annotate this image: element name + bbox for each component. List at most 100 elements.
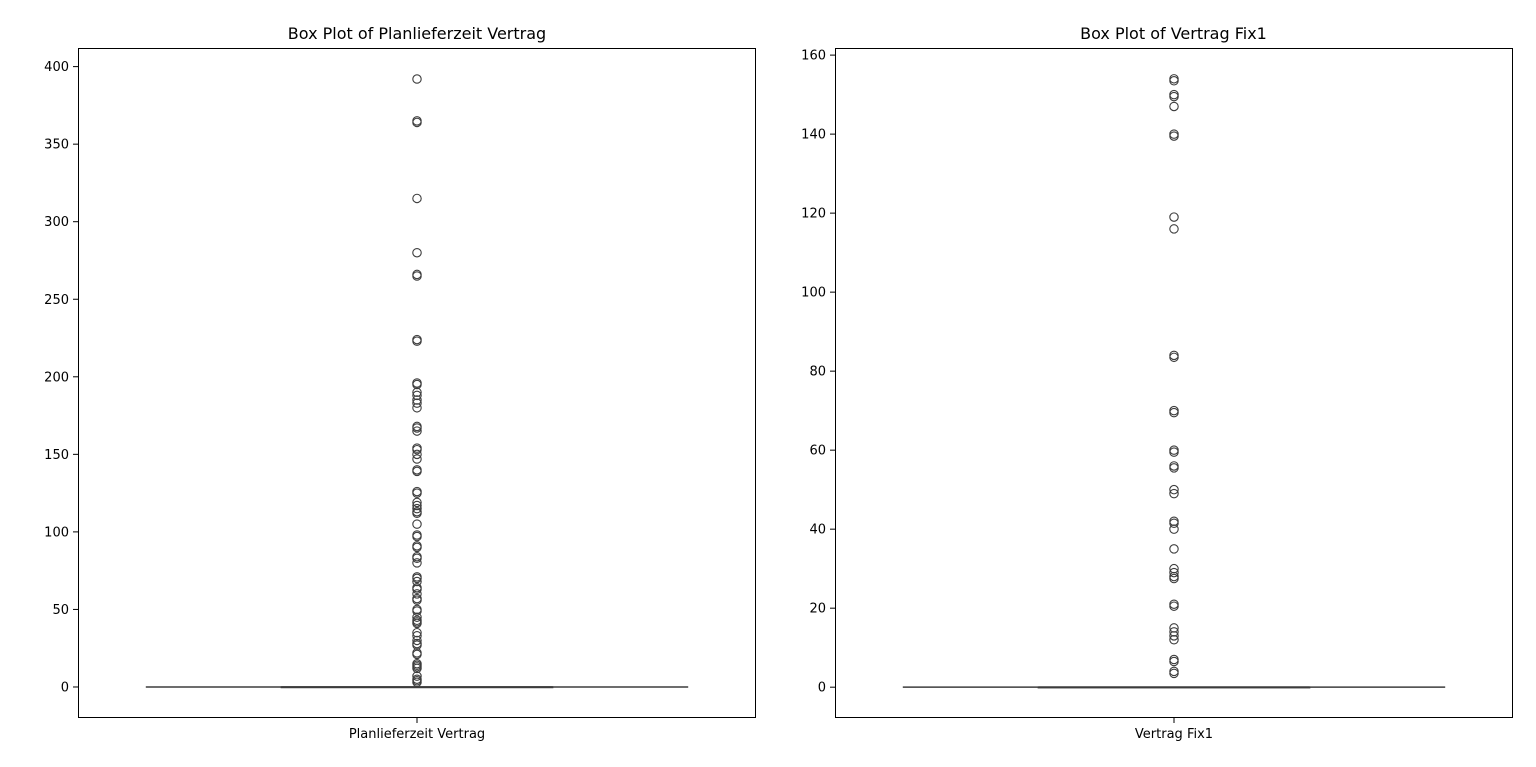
chart-left-outlier-point: [412, 649, 422, 660]
chart-right-outlier-point: [1169, 488, 1179, 499]
chart-left-x-tick-label: Planlieferzeit Vertrag: [349, 727, 485, 742]
chart-left-outlier-point: [412, 595, 422, 605]
chart-left-outlier-point: [412, 500, 422, 511]
chart-left-outlier-point: [412, 584, 422, 595]
chart-left-outlier-point: [412, 395, 422, 405]
chart-left-outlier-point: [412, 640, 422, 650]
chart-left-outlier-point: [412, 576, 422, 587]
chart-right-outlier-point: [1169, 74, 1179, 84]
chart-left-y-axis: 0 50 100 150 200 250 300 350 400: [44, 60, 78, 695]
chart-right-outlier-point: [1169, 656, 1179, 667]
chart-left: Box Plot of Planlieferzeit Vertrag 0 50 10…: [44, 24, 756, 742]
chart-left-outlier-point: [412, 379, 422, 390]
chart-left-y-tick-label: 250: [44, 293, 69, 308]
chart-left-y-tick-label: 400: [44, 60, 69, 75]
chart-right-y-tick-label: 80: [809, 365, 826, 380]
chart-left-outlier-point: [412, 193, 422, 204]
chart-left-y-tick-label: 100: [44, 525, 69, 540]
chart-right-outlier-point: [1169, 463, 1179, 473]
chart-left-outlier-point: [412, 663, 422, 674]
chart-left-outlier-point: [412, 631, 422, 641]
chart-right-outlier-point: [1169, 89, 1179, 100]
chart-left-outlier-point: [412, 387, 422, 398]
chart-right-outlier-point: [1169, 212, 1179, 222]
chart-right-outlier-point: [1169, 447, 1179, 457]
chart-right-outlier-point: [1169, 516, 1179, 527]
chart-left-outlier-point: [412, 589, 422, 599]
chart-right-outlier-point: [1169, 101, 1179, 112]
chart-left-y-tick-label: 300: [44, 215, 69, 230]
chart-right-outlier-point: [1169, 76, 1179, 86]
chart-left-outlier-point: [412, 403, 422, 413]
chart-right-outlier-point: [1169, 654, 1179, 665]
chart-left-outlier-point: [412, 488, 422, 498]
chart-right-outlier-point: [1169, 405, 1179, 416]
chart-left-outlier-point: [412, 444, 422, 455]
chart-right-outlier-point: [1169, 407, 1179, 418]
chart-right-y-tick-label: 140: [801, 128, 826, 143]
chart-left-outlier-point: [412, 423, 422, 433]
chart-right-outlier-point: [1169, 567, 1179, 578]
chart-left-outlier-point: [412, 271, 422, 281]
chart-left-outlier-point: [412, 508, 422, 519]
chart-left-y-tick-label: 350: [44, 138, 69, 153]
chart-right-outlier-point: [1169, 631, 1179, 641]
chart-left-outlier-point: [412, 635, 422, 646]
chart-left-plot-area: [78, 48, 756, 718]
chart-left-outlier-point: [412, 558, 422, 568]
chart-right-y-tick-label: 160: [801, 49, 826, 64]
chart-left-outlier-point: [412, 519, 422, 529]
chart-right-outlier-point: [1169, 573, 1179, 584]
chart-left-outlier-point: [412, 390, 422, 401]
chart-right-x-tick-label: Vertrag Fix1: [1135, 727, 1213, 742]
chart-left-outlier-point: [412, 627, 422, 638]
chart-left-outlier-point: [412, 612, 422, 622]
chart-right-outlier-point: [1169, 484, 1179, 495]
chart-right-outlier-point: [1169, 544, 1179, 554]
chart-left-outlier-point: [412, 426, 422, 436]
chart-left-outlier-point: [412, 454, 422, 464]
chart-left-outlier-point: [412, 542, 422, 553]
chart-left-outlier-point: [412, 573, 422, 584]
chart-left-outlier-point: [412, 606, 422, 616]
chart-left-title: Box Plot of Planlieferzeit Vertrag: [288, 24, 546, 43]
chart-right-outlier-point: [1169, 445, 1179, 455]
chart-left-outlier-point: [412, 449, 422, 460]
chart-right-outlier-point: [1169, 129, 1179, 139]
chart-right-box: [902, 686, 1446, 689]
chart-left-outlier-point: [412, 531, 422, 542]
chart-right-outlier-point: [1169, 461, 1179, 471]
chart-left-outlier-point: [412, 117, 422, 128]
chart-left-outliers: [412, 74, 422, 688]
chart-right-outlier-point: [1169, 352, 1179, 363]
chart-right-outlier-point: [1169, 635, 1179, 645]
chart-left-outlier-point: [412, 497, 422, 508]
chart-left-outlier-point: [412, 398, 422, 408]
chart-left-y-tick-label: 50: [52, 603, 69, 618]
chart-right-y-tick-label: 20: [809, 602, 826, 617]
chart-right-outlier-point: [1169, 518, 1179, 528]
chart-left-outlier-point: [412, 336, 422, 346]
chart-left-outlier-point: [412, 503, 422, 514]
chart-left-outlier-point: [412, 553, 422, 564]
chart-left-y-tick-label: 0: [61, 680, 69, 695]
chart-right-outliers: [1169, 74, 1179, 679]
chart-left-outlier-point: [412, 677, 422, 688]
chart-right-outlier-point: [1169, 668, 1179, 679]
chart-right-outlier-point: [1169, 599, 1179, 609]
chart-left-outlier-point: [412, 247, 422, 258]
chart-right-outlier-point: [1169, 601, 1179, 611]
chart-left-outlier-point: [412, 618, 422, 629]
chart-right-outlier-point: [1169, 224, 1179, 234]
chart-right-y-tick-label: 100: [801, 286, 826, 301]
chart-right-y-axis: 0 20 40 60 80 100 120 140 160: [801, 49, 835, 696]
chart-left-outlier-point: [412, 671, 422, 681]
chart-right-y-tick-label: 60: [809, 444, 826, 459]
chart-right-y-tick-label: 120: [801, 207, 826, 222]
chart-left-y-tick-label: 200: [44, 370, 69, 385]
chart-right-outlier-point: [1169, 91, 1179, 102]
chart-left-outlier-point: [412, 466, 422, 477]
chart-right-plot-area: [835, 48, 1513, 718]
chart-right-outlier-point: [1169, 131, 1179, 141]
